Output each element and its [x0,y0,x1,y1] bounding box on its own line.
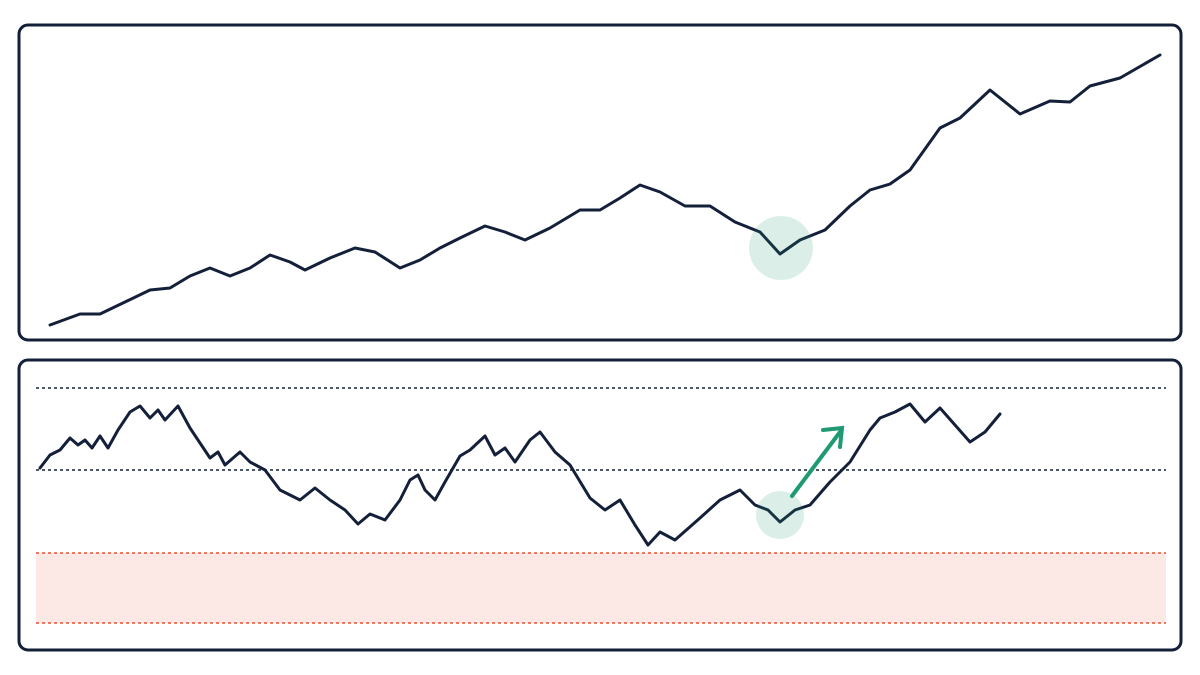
line [38,402,1002,547]
price-panel [17,23,1183,342]
arrow-head [821,425,845,449]
highlight [749,216,813,280]
line [48,53,1162,327]
arrow-shaft [790,430,842,498]
zone [36,553,1166,623]
highlight [756,491,804,539]
arrow [790,425,845,498]
plot-layer [36,53,1166,624]
